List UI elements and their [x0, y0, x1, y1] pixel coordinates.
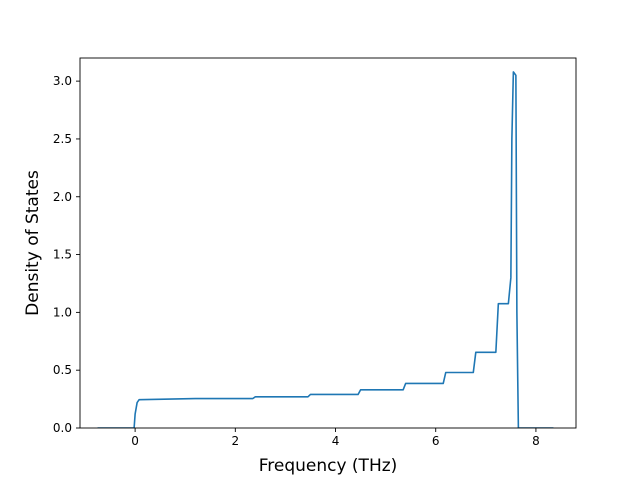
x-tick-label-2: 4 [332, 434, 340, 448]
y-tick-label-3: 1.5 [53, 248, 72, 262]
y-tick-label-2: 1.0 [53, 305, 72, 319]
y-tick-label-4: 2.0 [53, 190, 72, 204]
y-tick-label-5: 2.5 [53, 132, 72, 146]
axes: 0 2 4 6 8 0.0 0.5 1.0 1.5 2.0 2.5 3.0 [53, 57, 577, 448]
y-tick-label-0: 0.0 [53, 421, 72, 435]
x-tick-label-3: 6 [432, 434, 440, 448]
y-tick-label-1: 0.5 [53, 363, 72, 377]
series-line-0 [97, 71, 554, 428]
x-tick-label-0: 0 [131, 434, 139, 448]
y-axis-label: Density of States [23, 170, 43, 316]
x-tick-label-1: 2 [231, 434, 239, 448]
y-tick-label-6: 3.0 [53, 74, 72, 88]
x-tick-label-4: 8 [532, 434, 540, 448]
axes-frame [79, 57, 577, 429]
plot-area [97, 71, 554, 428]
x-axis-label: Frequency (THz) [259, 456, 398, 476]
